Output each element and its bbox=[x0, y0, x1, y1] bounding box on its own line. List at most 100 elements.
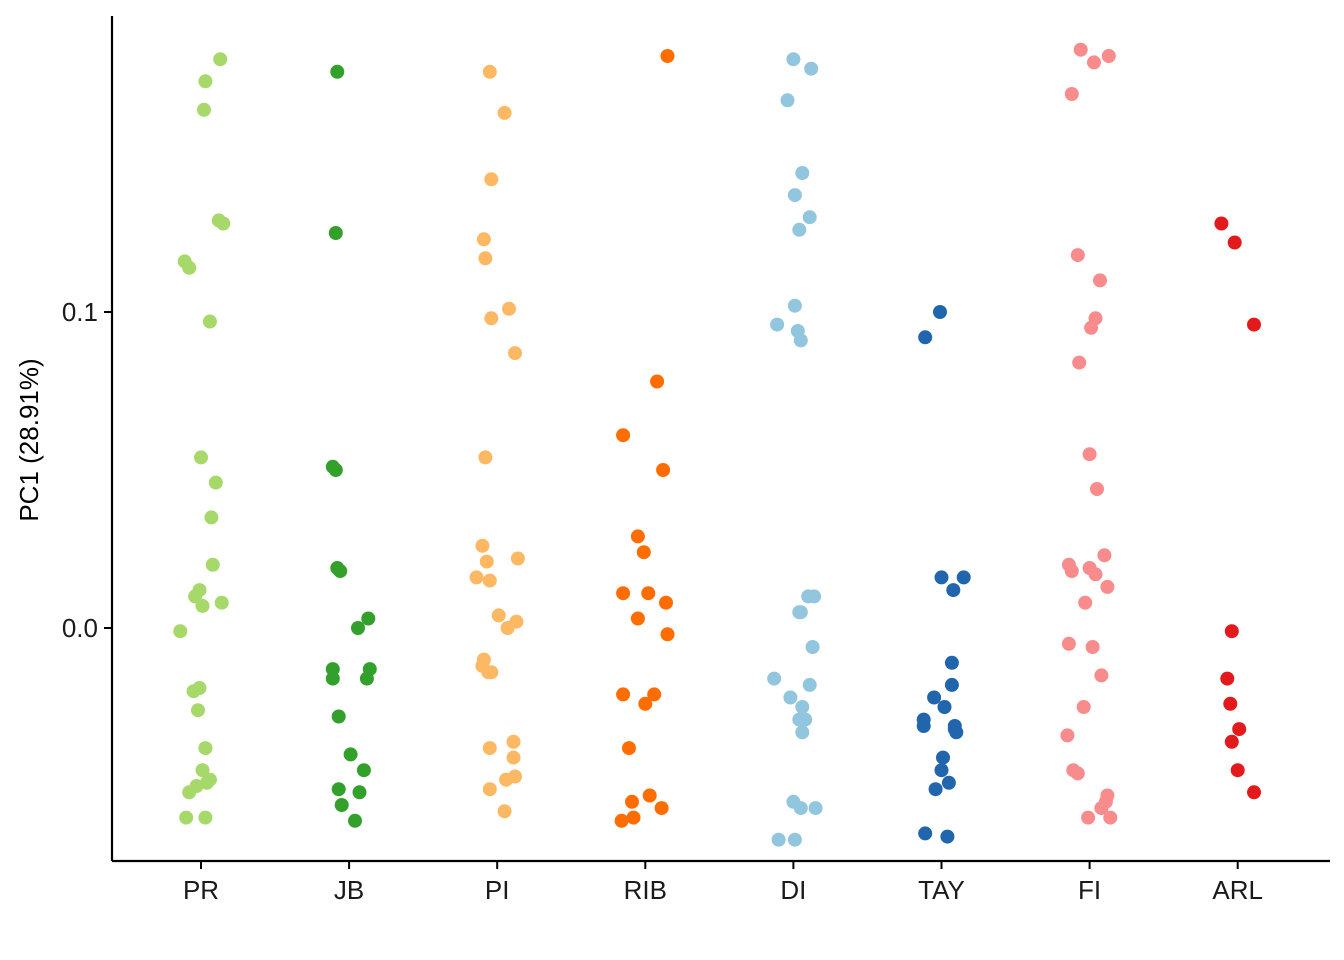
point-pi bbox=[482, 573, 497, 588]
point-jb bbox=[328, 463, 343, 477]
point-tay bbox=[944, 655, 959, 670]
point-pr bbox=[198, 74, 213, 89]
point-arl bbox=[1227, 235, 1242, 250]
point-jb bbox=[356, 763, 371, 778]
point-di bbox=[802, 210, 817, 225]
point-di bbox=[795, 166, 810, 180]
point-fi bbox=[1094, 668, 1109, 683]
x-tick-label-arl: ARL bbox=[1212, 875, 1263, 905]
point-rib bbox=[625, 794, 639, 809]
point-fi bbox=[1097, 548, 1112, 563]
point-pr bbox=[198, 810, 213, 825]
point-jb bbox=[325, 671, 340, 686]
point-pi bbox=[484, 311, 499, 326]
point-tay bbox=[933, 305, 947, 319]
point-rib bbox=[642, 788, 657, 803]
point-pi bbox=[478, 251, 493, 266]
point-pr bbox=[204, 510, 219, 525]
point-rib bbox=[656, 463, 671, 477]
x-ticks: PR JB PI RIB DI TAY FI ARL bbox=[183, 861, 1263, 905]
point-jb bbox=[328, 226, 343, 240]
point-pi bbox=[479, 554, 494, 569]
point-di bbox=[802, 677, 817, 692]
point-pi bbox=[508, 346, 522, 361]
point-arl bbox=[1220, 671, 1235, 686]
point-arl bbox=[1224, 734, 1239, 749]
point-pr bbox=[191, 703, 205, 718]
point-pi bbox=[506, 734, 521, 749]
point-tay bbox=[947, 722, 962, 737]
point-tay bbox=[946, 583, 961, 598]
point-fi bbox=[1087, 55, 1101, 70]
point-di bbox=[807, 589, 822, 604]
point-pi bbox=[469, 570, 484, 585]
points-layer bbox=[173, 42, 1261, 847]
point-fi bbox=[1061, 636, 1076, 651]
point-di bbox=[770, 317, 785, 332]
point-pi bbox=[476, 232, 491, 247]
point-fi bbox=[1100, 579, 1115, 594]
point-fi bbox=[1085, 640, 1100, 654]
point-rib bbox=[622, 741, 636, 756]
point-rib bbox=[616, 687, 631, 702]
point-rib bbox=[616, 586, 631, 601]
point-jb bbox=[351, 621, 365, 635]
point-pr bbox=[173, 624, 188, 639]
point-pi bbox=[506, 750, 521, 765]
point-jb bbox=[359, 671, 374, 686]
point-pi bbox=[502, 301, 516, 316]
point-jb bbox=[331, 709, 346, 724]
point-pr bbox=[194, 450, 208, 465]
point-arl bbox=[1247, 317, 1261, 332]
point-di bbox=[795, 700, 810, 714]
point-rib bbox=[630, 611, 645, 626]
point-fi bbox=[1064, 564, 1079, 579]
point-di bbox=[787, 188, 802, 203]
point-jb bbox=[361, 611, 376, 626]
point-pr bbox=[182, 260, 197, 275]
point-tay bbox=[918, 330, 933, 345]
point-rib bbox=[616, 428, 631, 443]
point-rib bbox=[626, 810, 641, 825]
point-fi bbox=[1084, 320, 1099, 335]
point-di bbox=[787, 298, 802, 313]
point-di bbox=[783, 690, 798, 705]
y-axis-title: PC1 (28.91%) bbox=[14, 358, 44, 521]
point-pr bbox=[192, 681, 207, 695]
point-pi bbox=[510, 551, 525, 566]
point-arl bbox=[1224, 624, 1239, 639]
point-jb bbox=[330, 64, 345, 79]
y-ticks: 0.0 0.1 bbox=[62, 297, 112, 643]
point-di bbox=[787, 832, 802, 847]
point-di bbox=[795, 725, 810, 740]
x-tick-label-pr: PR bbox=[183, 875, 219, 905]
point-di bbox=[793, 333, 808, 348]
point-tay bbox=[928, 782, 943, 797]
point-pr bbox=[216, 216, 231, 231]
point-fi bbox=[1060, 728, 1075, 743]
point-fi bbox=[1081, 810, 1096, 825]
point-di bbox=[805, 640, 820, 654]
point-pi bbox=[499, 772, 514, 787]
point-pr bbox=[198, 741, 213, 756]
point-fi bbox=[1064, 87, 1079, 101]
point-fi bbox=[1076, 700, 1091, 714]
point-di bbox=[786, 52, 801, 67]
point-di bbox=[792, 222, 807, 237]
point-pr bbox=[214, 595, 229, 610]
point-di bbox=[808, 801, 823, 816]
point-di bbox=[804, 61, 819, 76]
point-di bbox=[780, 93, 795, 108]
point-jb bbox=[343, 747, 358, 762]
point-di bbox=[767, 671, 782, 686]
point-pr bbox=[197, 102, 211, 117]
point-fi bbox=[1088, 567, 1103, 582]
point-fi bbox=[1072, 355, 1087, 370]
point-tay bbox=[937, 700, 952, 714]
point-rib bbox=[638, 696, 653, 711]
point-rib bbox=[660, 49, 675, 63]
point-pr bbox=[208, 475, 223, 490]
x-tick-label-pi: PI bbox=[485, 875, 510, 905]
point-fi bbox=[1078, 595, 1093, 610]
